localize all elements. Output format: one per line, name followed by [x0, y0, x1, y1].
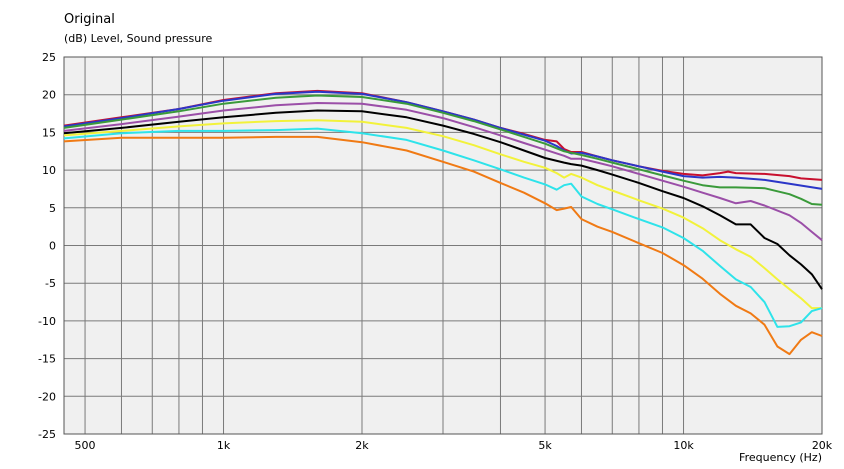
- x-tick-label: 1k: [217, 439, 231, 452]
- y-tick-label: 15: [42, 126, 56, 139]
- y-tick-label: -5: [45, 277, 56, 290]
- x-axis-label: Frequency (Hz): [739, 451, 822, 464]
- x-tick-label: 10k: [673, 439, 694, 452]
- y-tick-label: 25: [42, 51, 56, 64]
- x-tick-label: 20k: [812, 439, 833, 452]
- y-tick-label: 20: [42, 89, 56, 102]
- y-tick-label: -25: [38, 428, 56, 441]
- x-tick-label: 5k: [538, 439, 552, 452]
- y-tick-label: -15: [38, 353, 56, 366]
- plot-border: [63, 56, 823, 435]
- series-line: [63, 109, 823, 290]
- series-line: [63, 102, 823, 241]
- series-line: [63, 119, 822, 310]
- y-tick-label: -10: [38, 315, 56, 328]
- y-tick-label: 5: [49, 202, 56, 215]
- series-line: [63, 135, 823, 356]
- chart-subtitle: (dB) Level, Sound pressure: [64, 32, 213, 45]
- chart-title: Original: [64, 12, 115, 27]
- series-line: [63, 90, 823, 190]
- x-tick-label: 500: [75, 439, 96, 452]
- y-tick-label: 10: [42, 164, 56, 177]
- series-line: [63, 94, 823, 206]
- y-tick-label: 0: [49, 240, 56, 253]
- y-tick-label: -20: [38, 390, 56, 403]
- x-tick-label: 2k: [355, 439, 369, 452]
- series-line: [63, 127, 823, 328]
